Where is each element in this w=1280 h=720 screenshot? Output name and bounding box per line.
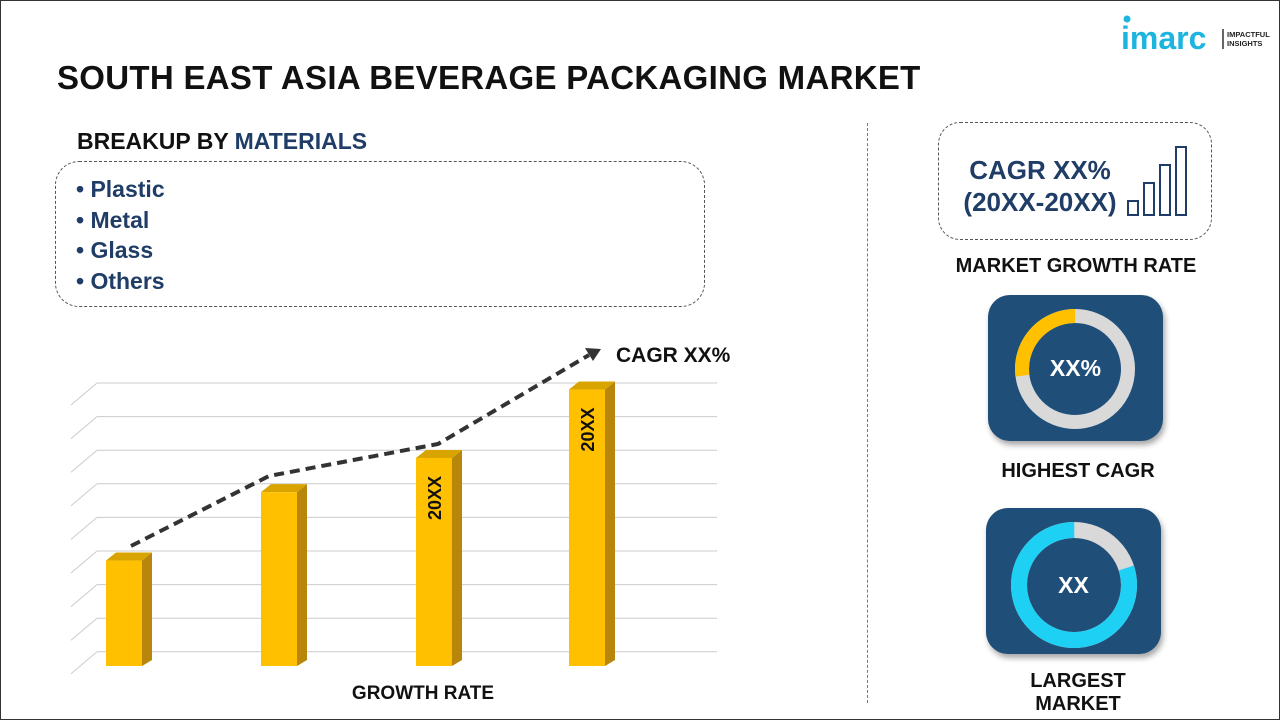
arrow-head-icon	[585, 348, 601, 361]
list-item: • Metal	[76, 206, 150, 233]
cagr-line-2: (20XX-20XX)	[963, 187, 1117, 217]
grid-line	[70, 651, 98, 675]
cagr-text: CAGR XX% (20XX-20XX)	[951, 154, 1129, 218]
grid-line	[70, 416, 98, 439]
grid-line	[70, 382, 98, 406]
highest-cagr-card: XX%	[988, 295, 1163, 441]
cagr-label: CAGR XX%	[616, 344, 731, 367]
imarc-logo: imarc IMPACTFUL INSIGHTS	[1121, 15, 1271, 60]
bar-label: 20XX	[578, 408, 598, 452]
list-item: • Glass	[76, 237, 154, 263]
grid-line	[70, 449, 98, 473]
bar: 20XX	[416, 449, 462, 666]
grid-line	[70, 617, 98, 641]
grid-line	[70, 584, 98, 607]
largest-market-card: XX	[986, 508, 1161, 654]
donut-fill	[1011, 522, 1137, 648]
highest-cagr-value: XX%	[1049, 355, 1102, 381]
highest-cagr-label: HIGHEST CAGR	[1001, 460, 1155, 482]
svg-text:INSIGHTS: INSIGHTS	[1227, 39, 1262, 48]
cagr-box	[938, 122, 1212, 240]
divider	[867, 123, 868, 703]
bar	[261, 484, 307, 666]
grid-line	[70, 550, 98, 574]
bar-label: 20XX	[425, 476, 445, 520]
bar: 20XX	[569, 381, 615, 666]
largest-market-label: LARGEST MARKET	[1030, 670, 1126, 715]
highest-cagr-donut	[1015, 309, 1135, 429]
largest-market-donut	[1011, 522, 1137, 648]
breakup-highlight: MATERIALS	[234, 128, 368, 154]
list-item: • Plastic	[76, 176, 165, 202]
page-title: SOUTH EAST ASIA BEVERAGE PACKAGING MARKE…	[57, 59, 921, 96]
bar-chart-icon	[1127, 146, 1187, 216]
market-growth-label: MARKET GROWTH RATE	[955, 255, 1197, 277]
growth-chart: 20XX 20XX CAGR XX% GROWTH RATE	[70, 344, 731, 704]
grid-line	[70, 517, 98, 540]
bar	[106, 552, 152, 666]
breakup-prefix: BREAKUP BY	[77, 128, 229, 154]
breakup-heading: BREAKUP BY MATERIALS	[77, 128, 367, 155]
list-item: • Others	[76, 267, 165, 294]
x-axis-label: GROWTH RATE	[352, 683, 494, 704]
cagr-line-1: CAGR XX%	[969, 155, 1111, 185]
largest-market-value: XX	[1058, 572, 1089, 598]
svg-text:IMPACTFUL: IMPACTFUL	[1227, 30, 1270, 39]
materials-list-box: • Plastic • Metal • Glass • Others	[55, 161, 705, 307]
svg-text:imarc: imarc	[1121, 20, 1206, 55]
trend-arrow-line	[130, 353, 591, 548]
grid-line	[70, 483, 98, 507]
